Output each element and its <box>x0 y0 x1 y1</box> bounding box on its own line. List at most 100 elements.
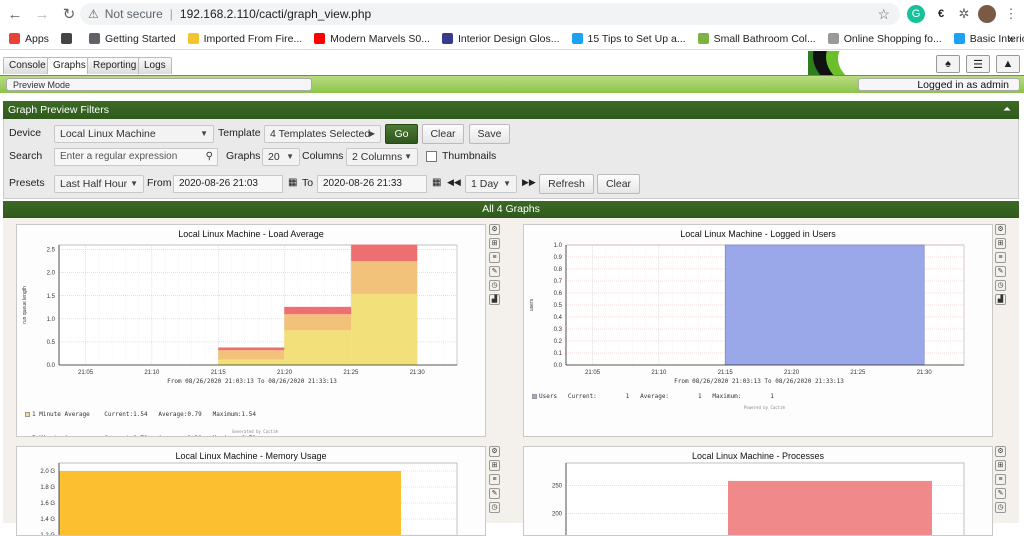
clear-dates-button[interactable]: Clear <box>597 174 640 194</box>
zoom-icon[interactable]: ⊞ <box>995 460 1006 471</box>
collapse-icon[interactable]: ⏶ <box>1003 104 1011 115</box>
device-select[interactable]: Local Linux Machine ▼ <box>54 125 214 143</box>
avatar[interactable] <box>978 5 996 23</box>
back-icon[interactable]: ← <box>7 5 23 23</box>
area-segment <box>59 471 401 535</box>
star-icon[interactable]: ☆ <box>877 5 890 22</box>
graphs-count-select[interactable]: 20 ▼ <box>262 148 300 166</box>
x-tick-label: 21:15 <box>211 370 227 376</box>
forward-icon[interactable]: → <box>34 5 50 23</box>
y-tick-label: 0.9 <box>554 255 563 261</box>
export-icon[interactable]: ≡ <box>489 252 500 263</box>
shift-right-icon[interactable]: ▶▶ <box>522 177 536 187</box>
graph-icon[interactable]: ▟ <box>995 294 1006 305</box>
area-segment <box>284 306 352 315</box>
time-icon[interactable]: ◷ <box>995 280 1006 291</box>
from-date-input[interactable]: 2020-08-26 21:03 <box>173 175 283 193</box>
graph-actions: ⚙ ⊞ ≡ ✎ ◷ <box>489 446 501 516</box>
y-tick-label: 2.0 <box>47 271 56 277</box>
settings-icon[interactable]: ⚙ <box>995 446 1006 457</box>
presets-select[interactable]: Last Half Hour ▼ <box>54 175 144 193</box>
template-label: Template <box>218 127 261 139</box>
grammarly-icon[interactable]: G <box>907 5 925 23</box>
y-tick-label: 0.0 <box>47 363 56 369</box>
edit-icon[interactable]: ✎ <box>995 266 1006 277</box>
go-button[interactable]: Go <box>385 124 418 144</box>
time-icon[interactable]: ◷ <box>489 502 500 513</box>
calendar-icon[interactable]: ▦ <box>432 177 442 188</box>
export-icon[interactable]: ≡ <box>995 474 1006 485</box>
bookmark-item[interactable]: Interior Design Glos... <box>441 33 560 45</box>
tab-console[interactable]: Console <box>3 57 52 74</box>
zoom-icon[interactable]: ⊞ <box>489 238 500 249</box>
tab-reporting[interactable]: Reporting <box>87 57 143 74</box>
bookmark-item[interactable]: Basic Interior Decor... <box>953 33 1024 45</box>
graph-load-average[interactable]: Local Linux Machine - Load Average 0.0 0.… <box>16 224 486 437</box>
y-tick-label: 1.0 <box>554 243 563 249</box>
graph-icon[interactable]: ▟ <box>489 294 500 305</box>
zoom-icon[interactable]: ⊞ <box>489 460 500 471</box>
bookmark-item[interactable] <box>60 33 77 44</box>
graph-title: Local Linux Machine - Load Average <box>178 229 324 239</box>
bookmark-item[interactable]: Small Bathroom Col... <box>697 33 816 45</box>
area-segment <box>284 330 352 365</box>
url-text[interactable]: 192.168.2.110/cacti/graph_view.php <box>179 7 372 21</box>
area-segment <box>284 314 352 331</box>
export-icon[interactable]: ≡ <box>995 252 1006 263</box>
save-button[interactable]: Save <box>469 124 510 144</box>
bookmark-icon <box>827 33 839 44</box>
time-icon[interactable]: ◷ <box>995 502 1006 513</box>
edit-icon[interactable]: ✎ <box>489 488 500 499</box>
settings-icon[interactable]: ⚙ <box>489 446 500 457</box>
filters-header: Graph Preview Filters ⏶ <box>3 101 1019 119</box>
reload-icon[interactable]: ↻ <box>62 6 76 23</box>
settings-icon[interactable]: ⚙ <box>995 224 1006 235</box>
bookmark-item[interactable]: Online Shopping fo... <box>827 33 942 45</box>
area-segment <box>218 347 285 351</box>
kebab-menu-icon[interactable]: ⋮ <box>1004 6 1018 21</box>
export-icon[interactable]: ≡ <box>489 474 500 485</box>
search-label: Search <box>9 150 43 162</box>
tab-graphs[interactable]: Graphs <box>47 57 92 74</box>
edit-icon[interactable]: ✎ <box>995 488 1006 499</box>
bookmark-item[interactable]: Modern Marvels S0... <box>314 33 430 45</box>
to-date-input[interactable]: 2020-08-26 21:33 <box>317 175 427 193</box>
search-input[interactable]: Enter a regular expression ⚲ <box>54 148 218 166</box>
list-view-icon[interactable]: ☰ <box>966 55 990 73</box>
search-icon[interactable]: ⚲ <box>205 151 213 162</box>
y-tick-label: 1.8 G <box>40 485 55 491</box>
clear-button[interactable]: Clear <box>422 124 464 144</box>
graph-logged-in-users[interactable]: Local Linux Machine - Logged in Users 0.… <box>523 224 993 437</box>
shift-left-icon[interactable]: ◀◀ <box>447 177 461 187</box>
bookmarks-overflow-icon[interactable]: » <box>1008 32 1014 45</box>
user-status[interactable]: Logged in as admin <box>858 78 1020 91</box>
edit-icon[interactable]: ✎ <box>489 266 500 277</box>
info-icon[interactable]: ⚠ <box>88 7 99 21</box>
timespan-select[interactable]: 1 Day ▼ <box>465 175 517 193</box>
calendar-icon[interactable]: ▦ <box>288 177 298 188</box>
bookmark-label: Modern Marvels S0... <box>330 32 430 45</box>
columns-select[interactable]: 2 Columns ▼ <box>346 148 418 166</box>
filters-title: Graph Preview Filters <box>8 104 109 116</box>
time-icon[interactable]: ◷ <box>489 280 500 291</box>
preview-view-icon[interactable]: ▲ <box>996 55 1020 73</box>
breadcrumb: Preview Mode <box>6 78 312 91</box>
settings-icon[interactable]: ⚙ <box>489 224 500 235</box>
address-bar[interactable]: ⚠ Not secure | 192.168.2.110/cacti/graph… <box>80 3 900 25</box>
refresh-button[interactable]: Refresh <box>539 174 594 194</box>
bookmark-item[interactable]: Getting Started <box>88 33 176 45</box>
bookmark-item[interactable]: 15 Tips to Set Up a... <box>571 33 686 45</box>
puzzle-icon[interactable]: ✲ <box>958 6 970 21</box>
x-tick-label: 21:25 <box>850 370 866 376</box>
bookmark-item[interactable]: Imported From Fire... <box>187 33 302 45</box>
tab-logs[interactable]: Logs <box>138 57 172 74</box>
zoom-icon[interactable]: ⊞ <box>995 238 1006 249</box>
template-select[interactable]: 4 Templates Selected ▶ <box>264 125 381 143</box>
extension-icon[interactable]: € <box>937 8 945 20</box>
graph-actions: ⚙ ⊞ ≡ ✎ ◷ ▟ <box>995 224 1007 308</box>
chart-footer: From 08/26/2020 21:03:13 To 08/26/2020 2… <box>167 378 337 385</box>
graph-title: Local Linux Machine - Processes <box>691 451 825 461</box>
tree-view-icon[interactable]: ♠ <box>936 55 960 73</box>
thumbnails-checkbox[interactable] <box>426 151 437 162</box>
apps-bookmark[interactable]: Apps <box>9 33 49 45</box>
